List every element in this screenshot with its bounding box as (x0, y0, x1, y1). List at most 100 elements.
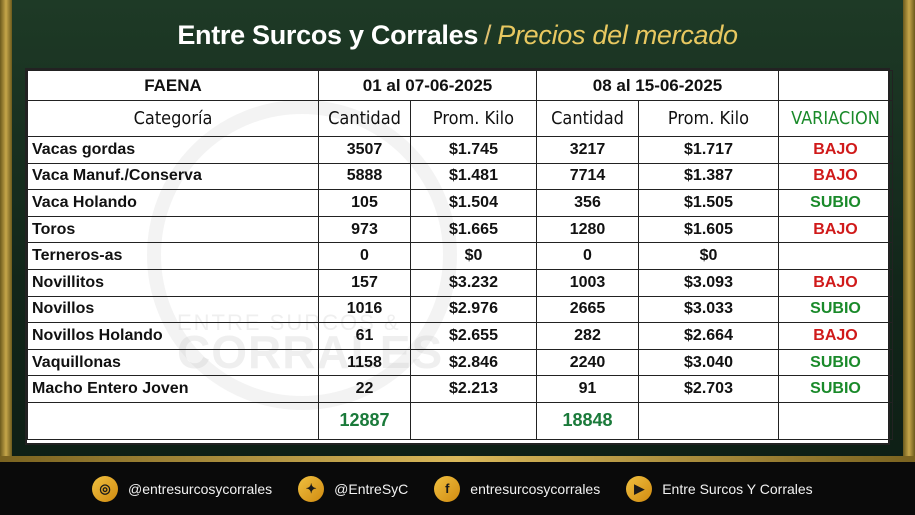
row-cantidad-2: 356 (536, 189, 639, 217)
row-prom-kilo-1: $2.976 (410, 295, 537, 324)
row-category: Novillos Holando (27, 322, 319, 350)
row-cantidad-1: 61 (318, 322, 411, 350)
table-row: Novillos 1016 $2.976 2665 $3.033 SUBIO (27, 295, 893, 324)
row-variacion: BAJO (778, 268, 893, 297)
header-categoria: Categoría (27, 100, 319, 137)
twitter-icon: ✦ (298, 475, 325, 502)
gold-border-right (903, 0, 915, 462)
table-totals-row: 12887 18848 (27, 401, 893, 440)
instagram-icon: ◎ (92, 475, 118, 502)
table-row: Toros 973 $1.665 1280 $1.605 BAJO (27, 215, 893, 244)
header-period-1: 01 al 07-06-2025 (318, 70, 537, 101)
row-cantidad-2: 3217 (536, 136, 639, 164)
table-header-row-2: Categoría Cantidad Prom. Kilo Cantidad P… (27, 100, 893, 137)
row-category: Novillitos (27, 268, 319, 297)
total-cantidad-1: 12887 (318, 401, 411, 440)
table-row: Vacas gordas 3507 $1.745 3217 $1.717 BAJO (27, 136, 893, 164)
social-youtube[interactable]: ▶ Entre Surcos Y Corrales (626, 475, 813, 502)
row-category: Novillos (27, 295, 319, 324)
table-row: Vaca Holando 105 $1.504 356 $1.505 SUBIO (27, 189, 893, 217)
table-header-row-1: FAENA 01 al 07-06-2025 08 al 15-06-2025 (27, 70, 893, 101)
page-title: Entre Surcos y Corrales / Precios del merc… (0, 20, 915, 51)
instagram-handle: @entresurcosycorrales (128, 480, 273, 497)
row-prom-kilo-1: $1.504 (410, 189, 537, 217)
row-cantidad-2: 1280 (536, 215, 639, 244)
social-footer: ◎ @entresurcosycorrales ✦ @EntreSyC f en… (0, 462, 915, 515)
row-category: Terneros-as (27, 242, 319, 270)
row-prom-kilo-1: $1.665 (410, 215, 537, 244)
row-variacion: SUBIO (778, 295, 893, 324)
header-faena: FAENA (27, 70, 319, 101)
totals-empty-cat (27, 401, 319, 440)
row-cantidad-1: 5888 (318, 162, 411, 191)
title-subtitle: Precios del mercado (497, 20, 738, 50)
row-variacion: SUBIO (778, 189, 893, 217)
row-variacion: BAJO (778, 215, 893, 244)
row-cantidad-2: 2665 (536, 295, 639, 324)
row-cantidad-2: 1003 (536, 268, 639, 297)
row-prom-kilo-2: $1.717 (638, 136, 779, 164)
totals-empty-p1 (410, 401, 537, 440)
twitter-handle: @EntreSyC (334, 480, 409, 497)
social-instagram[interactable]: ◎ @entresurcosycorrales (92, 475, 273, 502)
youtube-icon: ▶ (626, 475, 653, 502)
row-cantidad-1: 3507 (318, 136, 411, 164)
row-variacion (778, 242, 893, 270)
row-category: Toros (27, 215, 319, 244)
header-cantidad-1: Cantidad (318, 100, 411, 137)
row-cantidad-2: 0 (536, 242, 639, 270)
table-row: Vaquillonas 1158 $2.846 2240 $3.040 SUBIO (27, 348, 893, 377)
totals-empty-p2 (638, 401, 779, 440)
facebook-icon: f (434, 475, 461, 502)
header-prom-kilo-1: Prom. Kilo (410, 100, 537, 137)
row-prom-kilo-2: $3.033 (638, 295, 779, 324)
row-cantidad-1: 1016 (318, 295, 411, 324)
row-prom-kilo-2: $3.093 (638, 268, 779, 297)
table-row: Novillitos 157 $3.232 1003 $3.093 BAJO (27, 268, 893, 297)
row-variacion: SUBIO (778, 348, 893, 377)
header-variacion: VARIACION (778, 100, 893, 137)
header-cantidad-2: Cantidad (536, 100, 639, 137)
price-table-container: ENTRE SURCOS & CORRALES FAENA 01 al 07-0… (25, 68, 893, 445)
social-twitter[interactable]: ✦ @EntreSyC (298, 475, 409, 502)
row-variacion: BAJO (778, 136, 893, 164)
row-cantidad-2: 91 (536, 375, 639, 403)
row-cantidad-1: 0 (318, 242, 411, 270)
row-prom-kilo-2: $1.505 (638, 189, 779, 217)
gold-border-left (0, 0, 12, 462)
row-prom-kilo-2: $1.605 (638, 215, 779, 244)
row-prom-kilo-2: $3.040 (638, 348, 779, 377)
row-cantidad-2: 7714 (536, 162, 639, 191)
row-prom-kilo-1: $1.745 (410, 136, 537, 164)
row-prom-kilo-1: $2.655 (410, 322, 537, 350)
row-prom-kilo-2: $1.387 (638, 162, 779, 191)
row-category: Vaquillonas (27, 348, 319, 377)
row-variacion: SUBIO (778, 375, 893, 403)
table-row: Terneros-as 0 $0 0 $0 (27, 242, 893, 270)
row-category: Vaca Holando (27, 189, 319, 217)
row-cantidad-1: 973 (318, 215, 411, 244)
social-facebook[interactable]: f entresurcosycorrales (434, 475, 601, 502)
row-cantidad-2: 282 (536, 322, 639, 350)
totals-empty-var (778, 401, 893, 440)
row-prom-kilo-2: $2.664 (638, 322, 779, 350)
row-prom-kilo-1: $2.213 (410, 375, 537, 403)
row-cantidad-1: 105 (318, 189, 411, 217)
row-cantidad-2: 2240 (536, 348, 639, 377)
table-row: Macho Entero Joven 22 $2.213 91 $2.703 SUBIO (27, 375, 893, 403)
row-cantidad-1: 157 (318, 268, 411, 297)
row-cantidad-1: 22 (318, 375, 411, 403)
row-category: Vaca Manuf./Conserva (27, 162, 319, 191)
row-prom-kilo-2: $2.703 (638, 375, 779, 403)
row-cantidad-1: 1158 (318, 348, 411, 377)
facebook-handle: entresurcosycorrales (470, 480, 601, 497)
row-variacion: BAJO (778, 322, 893, 350)
header-empty (778, 70, 893, 101)
header-prom-kilo-2: Prom. Kilo (638, 100, 779, 137)
total-cantidad-2: 18848 (536, 401, 639, 440)
row-prom-kilo-2: $0 (638, 242, 779, 270)
price-table: FAENA 01 al 07-06-2025 08 al 15-06-2025 … (27, 70, 893, 440)
row-prom-kilo-1: $3.232 (410, 268, 537, 297)
row-prom-kilo-1: $0 (410, 242, 537, 270)
